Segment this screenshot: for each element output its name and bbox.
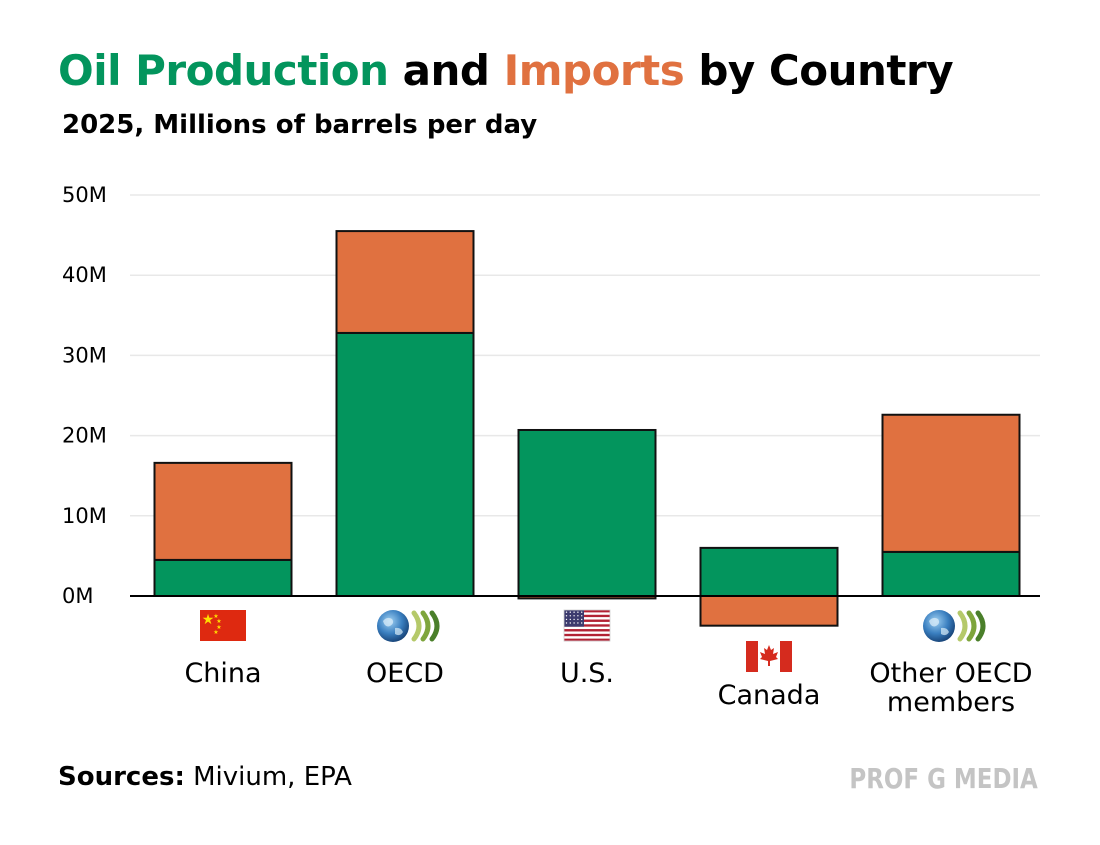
x-label-oecd: OECD	[366, 658, 444, 689]
x-label-u-s: U.S.	[560, 658, 614, 689]
svg-text:★: ★	[202, 611, 215, 627]
chart-subtitle: 2025, Millions of barrels per day	[62, 110, 538, 140]
oecd-logo-icon	[923, 610, 986, 642]
sources-label: Sources:	[58, 762, 185, 792]
bar-other-oecd-members-production	[881, 550, 1021, 598]
y-tick-50m: 50M	[62, 183, 107, 207]
title-and: and	[388, 46, 504, 95]
x-label-canada: Canada	[718, 680, 821, 711]
x-label-other-oecd-members-line-2: members	[887, 687, 1015, 718]
china-flag-icon: ★ ★★★★	[200, 610, 246, 641]
bar-other-oecd-members-imports	[881, 413, 1021, 553]
title-by-country: by Country	[684, 46, 954, 95]
y-tick-10m: 10M	[62, 504, 107, 528]
bar-oecd-imports	[335, 230, 475, 334]
bar-china-imports	[153, 461, 293, 561]
svg-text:★: ★	[216, 618, 221, 625]
sources-text: Mivium, EPA	[184, 762, 352, 792]
bar-canada-production	[699, 546, 839, 598]
brand-logo: PROF G MEDIA	[849, 762, 1038, 795]
y-tick-40m: 40M	[62, 263, 107, 287]
svg-text:★: ★	[213, 629, 218, 636]
x-label-other-oecd-members-line-1: Other OECD	[869, 658, 1032, 689]
bar-u-s-production	[517, 428, 657, 597]
y-tick-30m: 30M	[62, 343, 107, 367]
chart-title: Oil Production and Imports by Country	[58, 46, 954, 95]
us-flag-icon	[563, 609, 611, 642]
svg-text:★: ★	[213, 613, 218, 620]
svg-text:★: ★	[216, 624, 221, 631]
title-imports: Imports	[503, 46, 685, 95]
y-tick-20m: 20M	[62, 424, 107, 448]
bar-oecd-production	[335, 331, 475, 597]
bar-china-production	[153, 558, 293, 597]
canada-flag-icon	[746, 641, 792, 672]
bar-canada-imports	[699, 595, 839, 627]
sources-note: Sources: Mivium, EPA	[58, 762, 352, 792]
y-tick-0m: 0M	[62, 584, 93, 608]
x-label-china: China	[184, 658, 261, 689]
title-production: Oil Production	[58, 46, 389, 95]
oecd-logo-icon	[377, 610, 440, 642]
